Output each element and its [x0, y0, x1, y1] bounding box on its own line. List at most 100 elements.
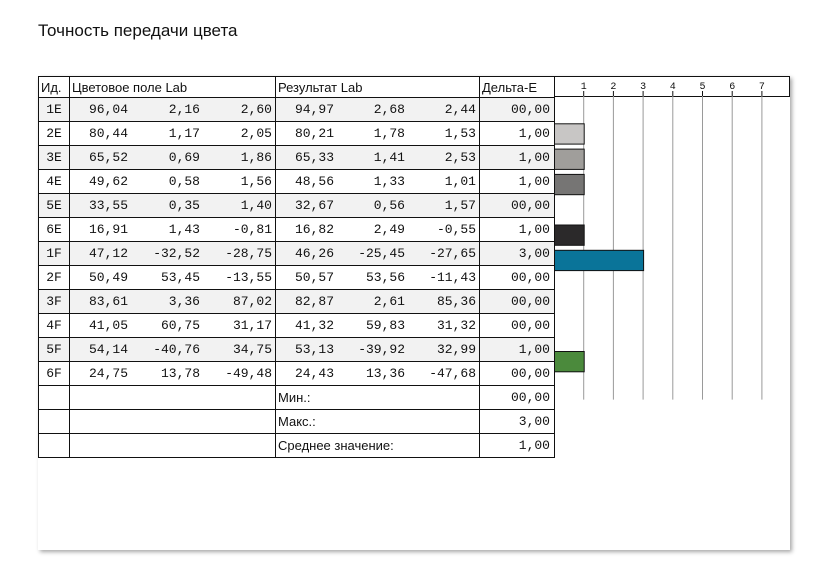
b-value: 32,99 [436, 342, 476, 357]
l-value: 33,55 [88, 198, 128, 213]
a-value: 0,35 [168, 198, 200, 213]
l-value: 16,91 [88, 222, 128, 237]
delta-e-value: 1,00 [479, 145, 555, 170]
l-value: 24,75 [88, 366, 128, 381]
summary-label: Среднее значение: [275, 433, 480, 458]
a-value: 60,75 [160, 318, 200, 333]
summary-blank [69, 385, 276, 410]
summary-value: 1,00 [479, 433, 555, 458]
a-value: -25,45 [358, 246, 405, 261]
column-header-lab: Цветовое поле Lab [69, 76, 276, 98]
table-row: 2F 50,49 53,45 -13,55 50,57 53,56 -11,43 00,00 [38, 265, 555, 290]
row-id: 4F [38, 313, 70, 338]
b-value: 31,32 [436, 318, 476, 333]
summary-blank [38, 385, 70, 410]
result-values: 41,32 59,83 31,32 [275, 313, 480, 338]
row-id: 3F [38, 289, 70, 314]
lab-values: 16,91 1,43 -0,81 [69, 217, 276, 242]
delta-e-value: 1,00 [479, 121, 555, 146]
table-row: 1F 47,12 -32,52 -28,75 46,26 -25,45 -27,65 3,00 [38, 241, 555, 266]
lab-values: 41,05 60,75 31,17 [69, 313, 276, 338]
a-value: -39,92 [358, 342, 405, 357]
summary-row: Среднее значение: 1,00 [38, 433, 555, 458]
b-value: 2,44 [444, 102, 476, 117]
column-header-id: Ид. [38, 76, 70, 98]
table-row: 6E 16,91 1,43 -0,81 16,82 2,49 -0,55 1,00 [38, 217, 555, 242]
b-value: 2,05 [240, 126, 272, 141]
row-id: 4E [38, 169, 70, 194]
row-id: 5F [38, 337, 70, 362]
lab-values: 54,14 -40,76 34,75 [69, 337, 276, 362]
row-id: 3E [38, 145, 70, 170]
lab-values: 50,49 53,45 -13,55 [69, 265, 276, 290]
l-value: 80,44 [88, 126, 128, 141]
l-value: 48,56 [294, 174, 334, 189]
a-value: 13,36 [365, 366, 405, 381]
lab-values: 47,12 -32,52 -28,75 [69, 241, 276, 266]
result-values: 32,67 0,56 1,57 [275, 193, 480, 218]
l-value: 46,26 [294, 246, 334, 261]
delta-e-bar [554, 249, 645, 272]
table-row: 5E 33,55 0,35 1,40 32,67 0,56 1,57 00,00 [38, 193, 555, 218]
delta-e-bar-chart: 1 2 3 4 5 6 7 [554, 76, 790, 400]
chart-tick-label: 7 [759, 82, 765, 93]
lab-values: 83,61 3,36 87,02 [69, 289, 276, 314]
row-id: 2E [38, 121, 70, 146]
l-value: 41,32 [294, 318, 334, 333]
chart-tick-label: 6 [729, 82, 735, 93]
result-values: 94,97 2,68 2,44 [275, 97, 480, 122]
table-row: 5F 54,14 -40,76 34,75 53,13 -39,92 32,99 1,00 [38, 337, 555, 362]
lab-values: 96,04 2,16 2,60 [69, 97, 276, 122]
result-values: 16,82 2,49 -0,55 [275, 217, 480, 242]
l-value: 94,97 [294, 102, 334, 117]
lab-values: 33,55 0,35 1,40 [69, 193, 276, 218]
summary-blank [69, 433, 276, 458]
delta-e-value: 00,00 [479, 289, 555, 314]
l-value: 65,52 [88, 150, 128, 165]
b-value: -0,55 [436, 222, 476, 237]
table-header-row: Ид. Цветовое поле Lab Результат Lab Дель… [38, 76, 555, 98]
l-value: 50,57 [294, 270, 334, 285]
table-row: 3E 65,52 0,69 1,86 65,33 1,41 2,53 1,00 [38, 145, 555, 170]
a-value: 0,56 [373, 198, 405, 213]
color-accuracy-table: Ид. Цветовое поле Lab Результат Lab Дель… [38, 76, 555, 458]
lab-values: 80,44 1,17 2,05 [69, 121, 276, 146]
delta-e-value: 3,00 [479, 241, 555, 266]
delta-e-value: 00,00 [479, 361, 555, 386]
row-id: 1E [38, 97, 70, 122]
delta-e-bar [554, 148, 585, 170]
column-header-delta-e: Дельта-E [479, 76, 555, 98]
chart-tick-label: 4 [670, 82, 676, 93]
row-id: 5E [38, 193, 70, 218]
a-value: 53,45 [160, 270, 200, 285]
result-values: 50,57 53,56 -11,43 [275, 265, 480, 290]
row-id: 2F [38, 265, 70, 290]
result-values: 48,56 1,33 1,01 [275, 169, 480, 194]
b-value: 1,53 [444, 126, 476, 141]
result-values: 80,21 1,78 1,53 [275, 121, 480, 146]
delta-e-bar [554, 224, 585, 246]
b-value: 1,40 [240, 198, 272, 213]
l-value: 24,43 [294, 366, 334, 381]
summary-blank [38, 409, 70, 434]
chart-tick-label: 3 [640, 82, 646, 93]
delta-e-value: 00,00 [479, 313, 555, 338]
delta-e-value: 00,00 [479, 265, 555, 290]
l-value: 82,87 [294, 294, 334, 309]
a-value: 2,61 [373, 294, 405, 309]
chart-tick-label: 5 [699, 82, 705, 93]
b-value: 1,57 [444, 198, 476, 213]
a-value: 1,78 [373, 126, 405, 141]
result-values: 82,87 2,61 85,36 [275, 289, 480, 314]
a-value: 53,56 [365, 270, 405, 285]
a-value: 0,69 [168, 150, 200, 165]
b-value: -11,43 [429, 270, 476, 285]
b-value: 1,86 [240, 150, 272, 165]
summary-row: Макс.: 3,00 [38, 409, 555, 434]
b-value: -28,75 [225, 246, 272, 261]
delta-e-bar [554, 351, 585, 373]
l-value: 83,61 [88, 294, 128, 309]
page-title: Точность передачи цвета [38, 21, 238, 40]
delta-e-value: 1,00 [479, 337, 555, 362]
l-value: 16,82 [294, 222, 334, 237]
